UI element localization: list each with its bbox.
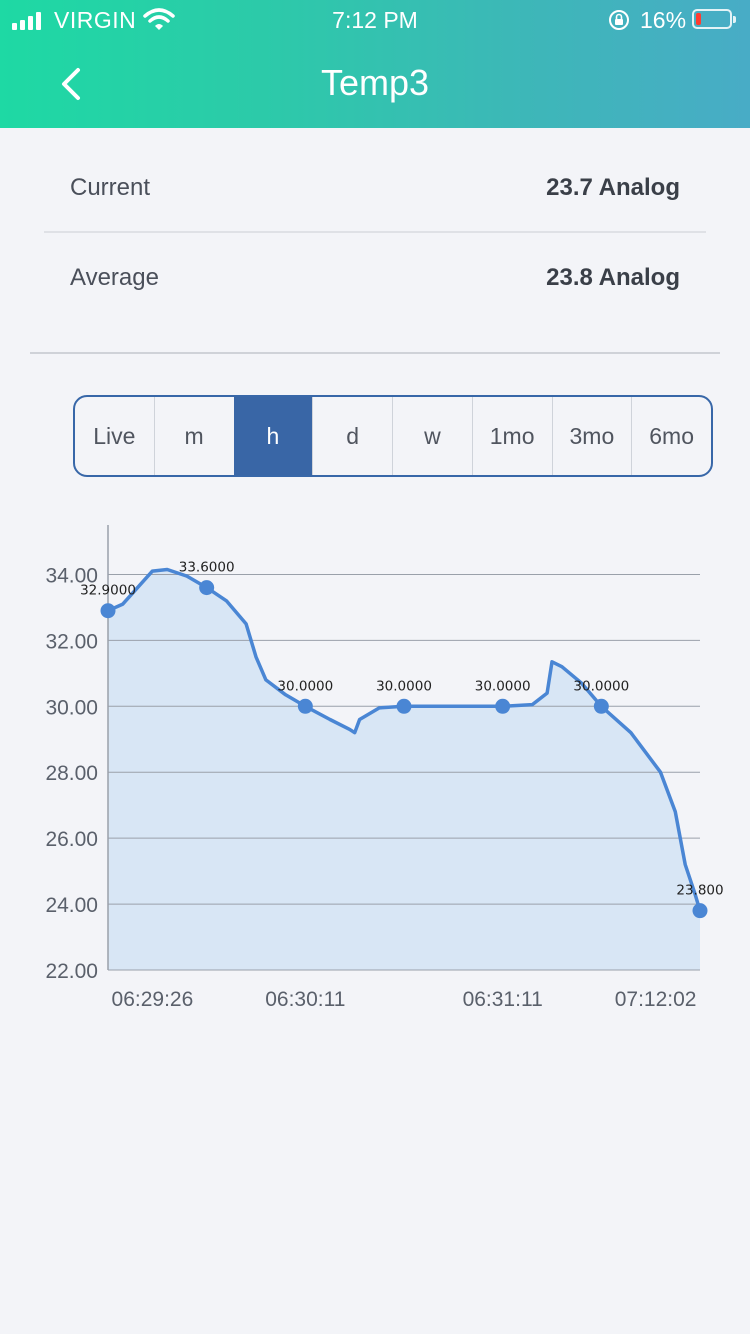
y-tick-label: 28.00 — [45, 762, 98, 785]
data-label: 32.9000 — [80, 583, 136, 599]
data-label: 30.0000 — [376, 678, 432, 694]
data-point — [199, 580, 215, 596]
x-tick-label: 07:12:02 — [615, 988, 697, 1011]
time-range-selector: Live m h d w 1mo 3mo 6mo — [73, 395, 713, 477]
cellular-signal-icon — [12, 12, 42, 30]
current-value: 23.7 Analog — [546, 174, 680, 201]
data-point — [297, 698, 313, 714]
stats-divider — [44, 231, 706, 233]
range-tab-week[interactable]: w — [392, 397, 472, 475]
average-value: 23.8 Analog — [546, 264, 680, 291]
x-tick-label: 06:30:11 — [265, 988, 345, 1011]
data-label: 30.0000 — [573, 678, 629, 694]
range-tab-minute[interactable]: m — [153, 397, 234, 475]
data-point — [100, 603, 116, 619]
y-tick-label: 26.00 — [45, 828, 98, 851]
range-tab-live[interactable]: Live — [93, 422, 136, 449]
range-tab-3-months[interactable]: 3mo — [551, 397, 632, 475]
average-label: Average — [70, 264, 159, 291]
range-tab-day[interactable]: d — [312, 397, 392, 475]
data-label: 30.0000 — [475, 678, 531, 694]
battery-percent: 16% — [640, 7, 687, 33]
current-row: Current 23.7 Analog — [44, 143, 706, 233]
y-tick-label: 34.00 — [45, 564, 98, 587]
series-line — [106, 567, 702, 913]
temperature-chart: 22.00 24.00 26.00 28.00 30.00 32.00 34.0032.90… — [45, 525, 724, 1011]
status-bar: VIRGIN 7:12 PM 16% — [0, 0, 750, 40]
current-label: Current — [70, 174, 151, 201]
range-tab-6-months[interactable]: 6mo — [631, 397, 711, 475]
data-point — [593, 698, 609, 714]
range-tab-1-month[interactable]: 1mo — [471, 397, 552, 475]
y-tick-label: 24.00 — [45, 894, 98, 917]
status-time: 7:12 PM — [332, 7, 418, 33]
page-title: Temp3 — [320, 62, 430, 103]
range-tab-hour[interactable]: h — [233, 397, 313, 475]
wifi-icon — [143, 8, 175, 30]
x-tick-label: 06:31:11 — [463, 988, 543, 1011]
data-point — [396, 698, 412, 714]
carrier-name: VIRGIN — [54, 7, 137, 33]
section-divider — [30, 352, 720, 354]
y-tick-label: 30.00 — [45, 696, 98, 719]
orientation-lock-icon — [609, 10, 629, 30]
data-point — [495, 698, 511, 714]
chevron-left-icon[interactable] — [50, 62, 94, 106]
battery-icon — [692, 9, 736, 29]
average-row: Average 23.8 Analog — [44, 233, 706, 323]
y-tick-label: 22.00 — [45, 960, 98, 983]
y-tick-label: 32.00 — [45, 630, 98, 653]
data-label: 33.6000 — [179, 560, 235, 576]
data-label: 23.800 — [676, 883, 723, 899]
x-tick-label: 06:29:26 — [112, 988, 194, 1011]
app-header: VIRGIN 7:12 PM 16% Temp3 — [0, 0, 750, 128]
data-label: 30.0000 — [277, 678, 333, 694]
chart-area-fill — [108, 569, 700, 970]
data-point — [692, 903, 708, 919]
